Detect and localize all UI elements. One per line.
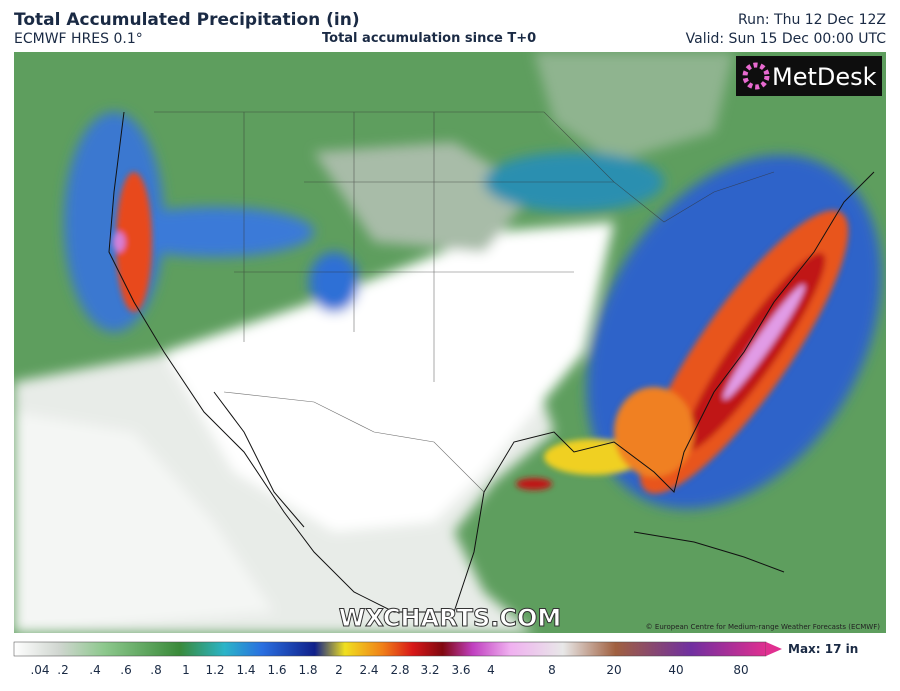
colorbar-label: 8 bbox=[548, 663, 556, 677]
map: MetDesk WXCHARTS.COM © European Centre f… bbox=[14, 52, 886, 633]
colorbar-arrow bbox=[766, 642, 782, 656]
colorbar-label: .4 bbox=[89, 663, 100, 677]
colorbar-label: 3.2 bbox=[420, 663, 439, 677]
colorbar-label: 80 bbox=[733, 663, 748, 677]
precip-core bbox=[113, 172, 849, 494]
colorbar: Max: 17 in .04 .2 .4 .6 .8 1 1.2 1.4 1.6 1.8 2 2.4 2… bbox=[13, 641, 858, 677]
title: Total Accumulated Precipitation (in) bbox=[14, 10, 360, 30]
run-time: Run: Thu 12 Dec 12Z bbox=[738, 12, 886, 28]
colorbar-label: 40 bbox=[668, 663, 683, 677]
colorbar-label: 2.4 bbox=[359, 663, 378, 677]
colorbar-label: 3.6 bbox=[451, 663, 470, 677]
colorbar-label: 4 bbox=[487, 663, 495, 677]
colorbar-label: 2.8 bbox=[390, 663, 409, 677]
colorbar-label: .8 bbox=[150, 663, 161, 677]
logo-icon bbox=[742, 62, 770, 90]
colorbar-label: .2 bbox=[57, 663, 68, 677]
valid-time: Valid: Sun 15 Dec 00:00 UTC bbox=[685, 31, 886, 47]
colorbar-label: 1.8 bbox=[298, 663, 317, 677]
max-label: Max: 17 in bbox=[788, 642, 858, 656]
subtitle: Total accumulation since T+0 bbox=[322, 31, 537, 46]
colorbar-label: 2 bbox=[335, 663, 343, 677]
model: ECMWF HRES 0.1° bbox=[14, 31, 143, 47]
colorbar-label: 1.6 bbox=[267, 663, 286, 677]
colorbar-label: .04 bbox=[30, 663, 49, 677]
colorbar-label: 1.2 bbox=[205, 663, 224, 677]
logo-box bbox=[736, 56, 882, 96]
colorbar-label: 20 bbox=[606, 663, 621, 677]
credit: © European Centre for Medium-range Weath… bbox=[646, 623, 881, 631]
colorbar-scale bbox=[13, 641, 767, 657]
watermark: WXCHARTS.COM bbox=[339, 604, 561, 632]
colorbar-label: 1.4 bbox=[236, 663, 255, 677]
colorbar-label: .6 bbox=[120, 663, 131, 677]
logo-text: MetDesk bbox=[772, 63, 877, 91]
colorbar-label: 1 bbox=[182, 663, 190, 677]
borders bbox=[154, 111, 775, 493]
